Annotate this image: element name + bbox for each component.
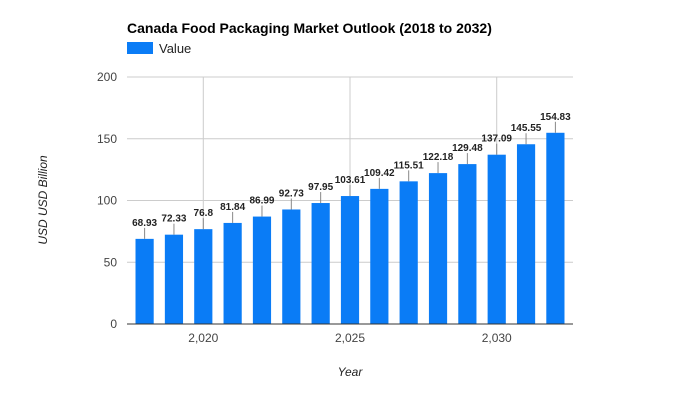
data-label: 122.18 [423, 152, 454, 163]
data-label: 137.09 [481, 134, 512, 145]
x-axis-ticks: 2,020 2,025 2,030 [188, 331, 512, 345]
bars [135, 132, 565, 324]
data-label: 129.48 [452, 143, 483, 154]
legend-label: Value [159, 41, 191, 56]
x-tick-label: 2,030 [482, 331, 512, 345]
bar [252, 216, 272, 324]
bar [340, 196, 360, 324]
legend-swatch [127, 42, 153, 54]
bar [223, 222, 242, 324]
data-label: 72.33 [161, 214, 186, 225]
x-tick-label: 2,025 [335, 331, 365, 345]
data-label: 115.51 [394, 160, 424, 171]
data-labels: 68.93 72.33 76.8 81.84 86.99 92.73 97.95103.61… [132, 112, 571, 239]
data-label: 109.42 [364, 168, 395, 179]
y-axis-title: USD USD Billion [36, 155, 50, 245]
legend: Value [127, 41, 191, 56]
data-label: 92.73 [279, 188, 304, 199]
x-axis-title: Year [338, 365, 364, 379]
data-label: 81.84 [220, 202, 245, 213]
chart-title: Canada Food Packaging Market Outlook (20… [127, 20, 492, 36]
bar [194, 229, 213, 324]
y-tick-label: 200 [97, 70, 117, 84]
y-tick-label: 0 [110, 317, 117, 331]
bar [399, 181, 418, 324]
bar [164, 234, 184, 324]
data-label: 145.55 [511, 123, 542, 134]
data-label: 68.93 [132, 218, 157, 229]
y-tick-label: 100 [97, 194, 117, 208]
y-tick-label: 150 [97, 132, 117, 146]
bar [282, 209, 301, 324]
data-label: 97.95 [308, 182, 333, 193]
data-label: 86.99 [249, 196, 274, 207]
bar [458, 164, 477, 324]
data-label: 76.8 [194, 208, 214, 219]
bar [428, 173, 448, 324]
bar [311, 203, 330, 324]
bar [370, 188, 389, 324]
y-axis-ticks: 0 50 100 150 200 [97, 70, 117, 331]
bar [516, 144, 536, 324]
y-tick-label: 50 [104, 255, 118, 269]
bar [487, 154, 506, 324]
x-tick-label: 2,020 [188, 331, 218, 345]
data-label: 154.83 [540, 112, 571, 123]
bar [546, 132, 565, 324]
bar [135, 238, 154, 324]
data-label: 103.61 [335, 175, 366, 186]
